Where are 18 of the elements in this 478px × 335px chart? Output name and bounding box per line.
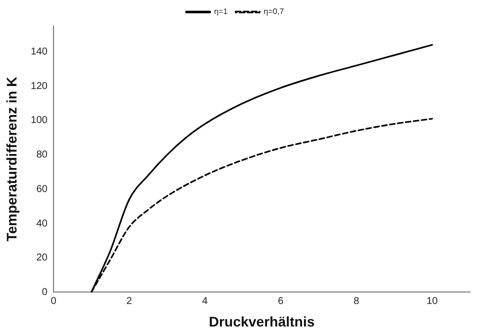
- y-tick-label: 60: [36, 184, 48, 195]
- y-tick-label: 40: [36, 218, 48, 230]
- y-tick-label: 20: [36, 252, 48, 264]
- y-tick-label: 140: [30, 46, 48, 58]
- x-tick-label: 4: [202, 296, 208, 307]
- x-tick-label: 6: [278, 296, 284, 307]
- y-axis-title: Temperaturdifferenz in K: [3, 76, 20, 242]
- legend-label: η=0,7: [264, 7, 284, 16]
- y-tick-label: 0: [42, 286, 48, 298]
- x-tick-label: 10: [426, 296, 438, 307]
- x-axis-title: Druckverhältnis: [208, 313, 315, 330]
- y-tick-label: 120: [30, 80, 48, 92]
- y-tick-label: 100: [30, 115, 48, 126]
- y-tick-label: 80: [36, 150, 48, 161]
- x-tick-label: 2: [126, 296, 132, 307]
- legend-label: η=1: [214, 7, 228, 16]
- x-tick-label: 0: [50, 296, 57, 307]
- x-tick-label: 8: [354, 296, 360, 307]
